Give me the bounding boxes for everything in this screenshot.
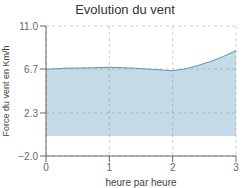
html-text:Evolution du vent: Evolution du vent — [75, 2, 175, 17]
svg-text:−2.0: −2.0 — [18, 151, 38, 162]
svg-text:6.7: 6.7 — [24, 64, 38, 75]
svg-text:1: 1 — [107, 162, 113, 173]
svg-text:2: 2 — [170, 162, 176, 173]
svg-text:2.3: 2.3 — [24, 108, 38, 119]
svg-text:heure par heure: heure par heure — [105, 177, 177, 188]
svg-text:11.0: 11.0 — [19, 21, 38, 32]
svg-text:0: 0 — [43, 162, 49, 173]
svg-text:3: 3 — [233, 162, 239, 173]
svg-text:Force du vent en Km/h: Force du vent en Km/h — [8, 45, 11, 136]
